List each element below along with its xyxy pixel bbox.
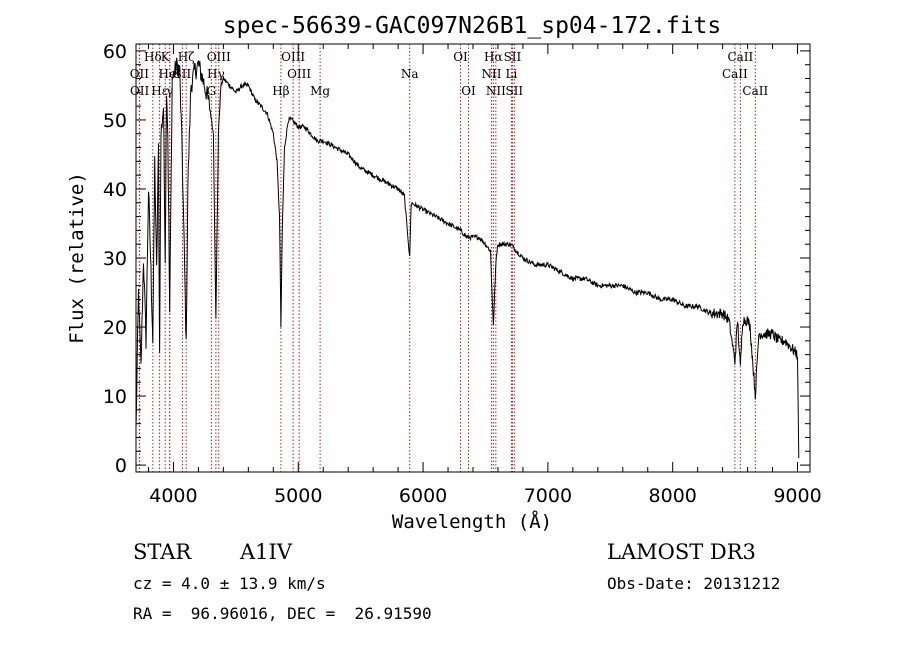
x-tick-label: 4000 [149, 485, 197, 507]
emission-line-label: Hζ [178, 50, 195, 64]
survey-name: LAMOST DR3 [607, 540, 756, 564]
emission-line-label: Hβ [272, 84, 289, 98]
emission-line-label: NII [486, 84, 506, 98]
y-tick-label: 40 [103, 179, 127, 201]
x-tick-label: 6000 [399, 485, 447, 507]
emission-line-label: Mg [310, 84, 330, 98]
x-tick-label: 7000 [524, 485, 572, 507]
emission-line-label: NII [481, 67, 501, 81]
y-axis-ticks: 0 10 20 30 40 50 60 [103, 41, 810, 477]
emission-line-label: OI [461, 84, 476, 98]
y-tick-label: 30 [103, 248, 127, 270]
emission-line-label: OII [130, 84, 150, 98]
emission-line-label: Hδ [144, 50, 162, 64]
y-tick-label: 10 [103, 386, 127, 408]
y-tick-label: 0 [115, 455, 127, 477]
emission-line-label: SII [505, 84, 523, 98]
emission-line-label: G [207, 84, 217, 98]
coordinates: RA = 96.96016, DEC = 26.91590 [133, 604, 432, 623]
emission-line-label: CaII [727, 50, 753, 64]
emission-line-label: Na [401, 67, 419, 81]
emission-line-label: OIII [287, 67, 311, 81]
emission-line-label: SII [504, 50, 522, 64]
spectrum-line [135, 57, 800, 459]
x-tick-label: 9000 [773, 485, 821, 507]
emission-line-label: CaII [722, 67, 748, 81]
x-axis-ticks: 4000 5000 6000 7000 8000 9000 [147, 44, 822, 507]
y-axis-label: Flux (relative) [66, 172, 88, 344]
emission-line-label: OIII [281, 50, 305, 64]
emission-line-label: Hγ [207, 67, 225, 81]
y-tick-label: 20 [103, 317, 127, 339]
emission-line-label: Hα [484, 50, 503, 64]
y-tick-label: 60 [103, 41, 127, 63]
x-tick-label: 8000 [649, 485, 697, 507]
emission-line-label: OII [130, 67, 150, 81]
plot-frame [135, 43, 811, 473]
redshift-cz: cz = 4.0 ± 13.9 km/s [133, 574, 326, 593]
x-axis-label: Wavelength (Å) [392, 510, 552, 533]
emission-line-label: OIII [207, 50, 231, 64]
y-tick-label: 50 [103, 110, 127, 132]
x-tick-label: 5000 [274, 485, 322, 507]
emission-line-label: K [161, 50, 171, 64]
emission-line-label: γ [166, 84, 173, 98]
chart-title: spec-56639-GAC097N26B1_sp04-172.fits [223, 13, 722, 39]
emission-line-label: CaII [742, 84, 768, 98]
object-subclass: A1IV [240, 540, 292, 564]
observation-date: Obs-Date: 20131212 [607, 574, 781, 593]
emission-line-label: Li [506, 67, 518, 81]
emission-line-label: Hε [151, 84, 168, 98]
object-class: STAR [133, 540, 192, 564]
emission-line-label: OI [453, 50, 468, 64]
emission-line-markers [138, 44, 756, 472]
